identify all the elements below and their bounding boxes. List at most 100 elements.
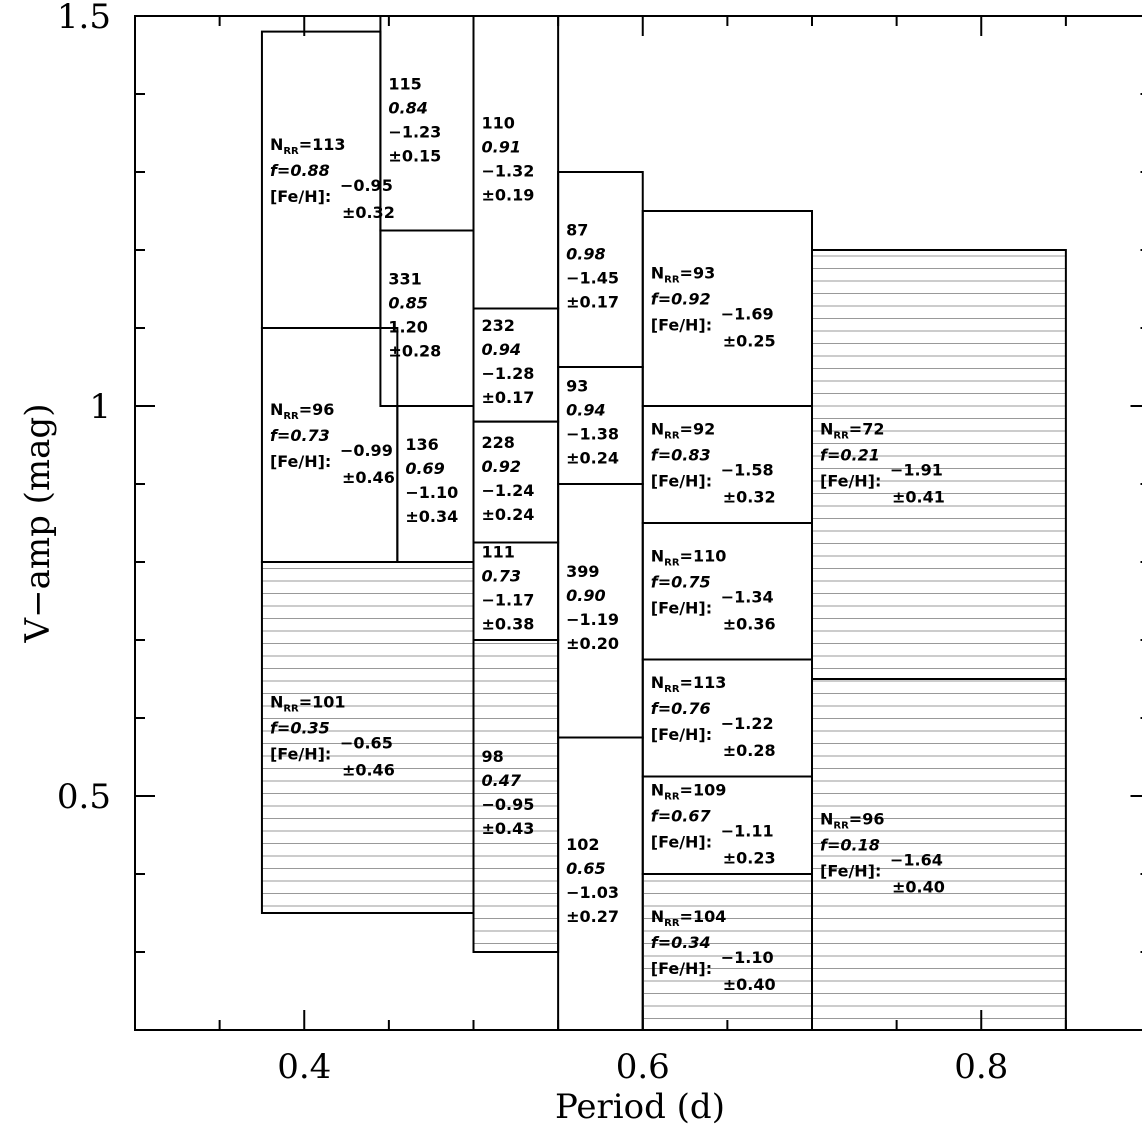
feh-sigma: ±0.17: [566, 293, 619, 312]
bin-fraction: 0.94: [482, 340, 521, 359]
bin-fraction: f=0.35: [270, 719, 330, 738]
count-value: 96: [312, 400, 334, 419]
fraction-label: f=: [270, 719, 290, 738]
count-eq: =: [299, 693, 312, 712]
feh-label: [Fe/H]:: [651, 472, 712, 491]
bin-fraction: 0.73: [482, 566, 521, 585]
feh-label: [Fe/H]:: [651, 725, 712, 744]
count-sub: RR: [664, 684, 680, 695]
bin-fraction: 0.98: [566, 245, 605, 264]
feh-value: −1.10: [721, 948, 774, 967]
fraction-label: f=: [270, 426, 290, 445]
bin-box: [811, 678, 1067, 1031]
bin-fraction: f=0.88: [270, 161, 330, 180]
feh-sigma: ±0.24: [566, 449, 619, 468]
bin-count: 331: [388, 269, 421, 288]
fraction-value: 0.35: [290, 719, 329, 738]
feh-value: −1.23: [388, 122, 441, 141]
fraction-label: f=: [270, 161, 290, 180]
count-label: N: [651, 264, 664, 283]
count-eq: =: [849, 810, 862, 829]
feh-value: −1.58: [721, 461, 774, 480]
feh-value: −1.69: [721, 305, 774, 324]
feh-label: [Fe/H]:: [820, 862, 881, 881]
feh-value: −1.45: [566, 269, 619, 288]
feh-sigma: ±0.32: [342, 203, 395, 222]
count-label: N: [270, 693, 283, 712]
bin-fraction: 0.47: [482, 771, 522, 790]
fraction-value: 0.18: [840, 836, 879, 855]
bin-count: NRR=92: [651, 420, 715, 442]
feh-sigma: ±0.25: [723, 332, 776, 351]
bin-fraction: 0.65: [566, 859, 605, 878]
feh-label: [Fe/H]:: [270, 745, 331, 764]
bin-count: 232: [482, 316, 515, 335]
feh-value: −1.11: [721, 821, 774, 840]
feh-sigma: ±0.28: [388, 341, 441, 360]
count-value: 113: [693, 673, 726, 692]
count-label: N: [651, 546, 664, 565]
feh-sigma: ±0.38: [482, 614, 535, 633]
feh-sigma: ±0.40: [723, 975, 776, 994]
feh-value: −0.99: [340, 441, 393, 460]
count-sub: RR: [833, 431, 849, 442]
count-sub: RR: [664, 431, 680, 442]
bin-box: [811, 249, 1067, 680]
feh-label: [Fe/H]:: [820, 472, 881, 491]
y-tick-label: 1.5: [57, 0, 111, 37]
feh-label: [Fe/H]:: [651, 959, 712, 978]
bin-count: 115: [388, 74, 421, 93]
count-eq: =: [680, 907, 693, 926]
bin-fraction: 0.69: [405, 459, 444, 478]
feh-value: −1.28: [482, 364, 535, 383]
feh-label: [Fe/H]:: [651, 598, 712, 617]
feh-label: [Fe/H]:: [270, 452, 331, 471]
count-eq: =: [299, 400, 312, 419]
fraction-label: f=: [651, 572, 671, 591]
fraction-label: f=: [651, 806, 671, 825]
count-value: 72: [862, 420, 884, 439]
count-value: 104: [693, 907, 726, 926]
count-sub: RR: [664, 918, 680, 929]
bin-fraction: 0.92: [482, 457, 521, 476]
count-value: 96: [862, 810, 884, 829]
count-label: N: [270, 400, 283, 419]
bin-count: 111: [482, 542, 515, 561]
fraction-value: 0.73: [290, 426, 329, 445]
count-label: N: [270, 135, 283, 154]
bin-count: NRR=93: [651, 264, 715, 286]
bin-count: 110: [482, 113, 515, 132]
fraction-label: f=: [651, 446, 671, 465]
count-eq: =: [680, 420, 693, 439]
feh-sigma: ±0.46: [342, 761, 395, 780]
bin-box: [260, 561, 475, 914]
feh-label: [Fe/H]:: [651, 832, 712, 851]
bin-count: 98: [482, 747, 504, 766]
feh-sigma: ±0.43: [482, 819, 535, 838]
feh-value: −1.10: [405, 483, 458, 502]
bin-count: NRR=109: [651, 780, 727, 802]
count-value: 113: [312, 135, 345, 154]
count-eq: =: [299, 135, 312, 154]
bin-count: NRR=72: [820, 420, 884, 442]
feh-value: −1.64: [890, 851, 943, 870]
fraction-value: 0.67: [671, 806, 711, 825]
feh-value: −1.22: [721, 714, 774, 733]
count-sub: RR: [833, 821, 849, 832]
fraction-label: f=: [651, 290, 671, 309]
count-sub: RR: [664, 275, 680, 286]
count-label: N: [820, 810, 833, 829]
fraction-value: 0.88: [290, 161, 329, 180]
count-value: 101: [312, 693, 345, 712]
bin-fraction: f=0.73: [270, 426, 330, 445]
fraction-value: 0.34: [671, 933, 710, 952]
feh-value: −1.24: [482, 481, 535, 500]
bin-fraction: f=0.75: [651, 572, 711, 591]
feh-value: −1.38: [566, 425, 619, 444]
fraction-value: 0.76: [671, 699, 710, 718]
bin-fraction: f=0.34: [651, 933, 711, 952]
feh-sigma: ±0.40: [892, 878, 945, 897]
feh-value: 1.20: [388, 317, 427, 336]
x-axis-label: Period (d): [555, 1087, 725, 1127]
